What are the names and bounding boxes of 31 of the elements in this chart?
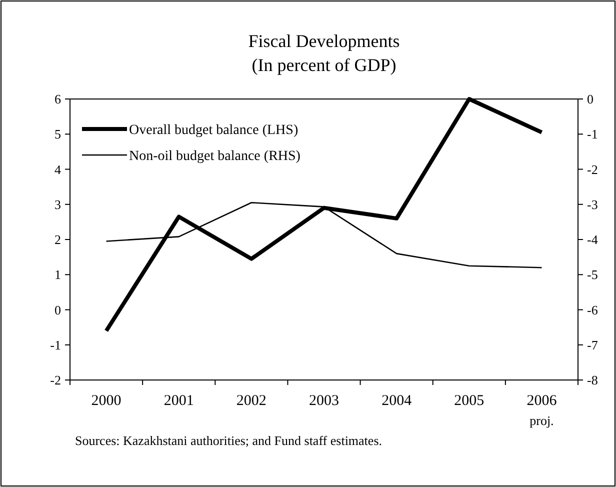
y2-tick-label: -8 xyxy=(587,372,598,388)
y2-tick-label: -1 xyxy=(587,126,598,142)
chart-title: Fiscal Developments xyxy=(248,31,400,51)
x-tick-label: 2006 xyxy=(526,393,558,409)
chart-subtitle: (In percent of GDP) xyxy=(252,55,396,75)
y2-tick-label: -3 xyxy=(587,196,598,212)
y-tick-label: -2 xyxy=(50,372,61,388)
x-tick-label: 2000 xyxy=(91,393,122,409)
legend-label: Non-oil budget balance (RHS) xyxy=(129,148,301,164)
y2-tick-label: -4 xyxy=(587,232,598,248)
x-tick-label: 2005 xyxy=(454,393,484,409)
y2-tick-label: -6 xyxy=(587,302,598,318)
source-note: Sources: Kazakhstani authorities; and Fund staff estimates. xyxy=(75,433,382,448)
y2-tick-label: -2 xyxy=(587,162,598,177)
legend-label: Overall budget balance (LHS) xyxy=(129,122,298,138)
y-tick-label: 6 xyxy=(54,92,62,107)
x-tick-label: 2001 xyxy=(164,393,194,409)
y2-tick-label: -7 xyxy=(587,337,598,352)
y-tick-label: 5 xyxy=(54,126,61,142)
text: proj. xyxy=(530,413,554,428)
x-tick-label: 2002 xyxy=(236,393,266,409)
y-tick-label: 1 xyxy=(54,267,61,282)
y-tick-label: -1 xyxy=(50,337,61,352)
y-tick-label: 3 xyxy=(54,196,61,212)
y2-tick-label: 0 xyxy=(587,92,594,107)
y-tick-label: 2 xyxy=(54,232,61,248)
x-tick-label: 2003 xyxy=(309,393,339,409)
x-tick-label: 2004 xyxy=(382,393,412,409)
y2-tick-label: -5 xyxy=(587,267,598,282)
y-tick-label: 0 xyxy=(54,302,61,318)
y-tick-label: 4 xyxy=(54,162,62,177)
